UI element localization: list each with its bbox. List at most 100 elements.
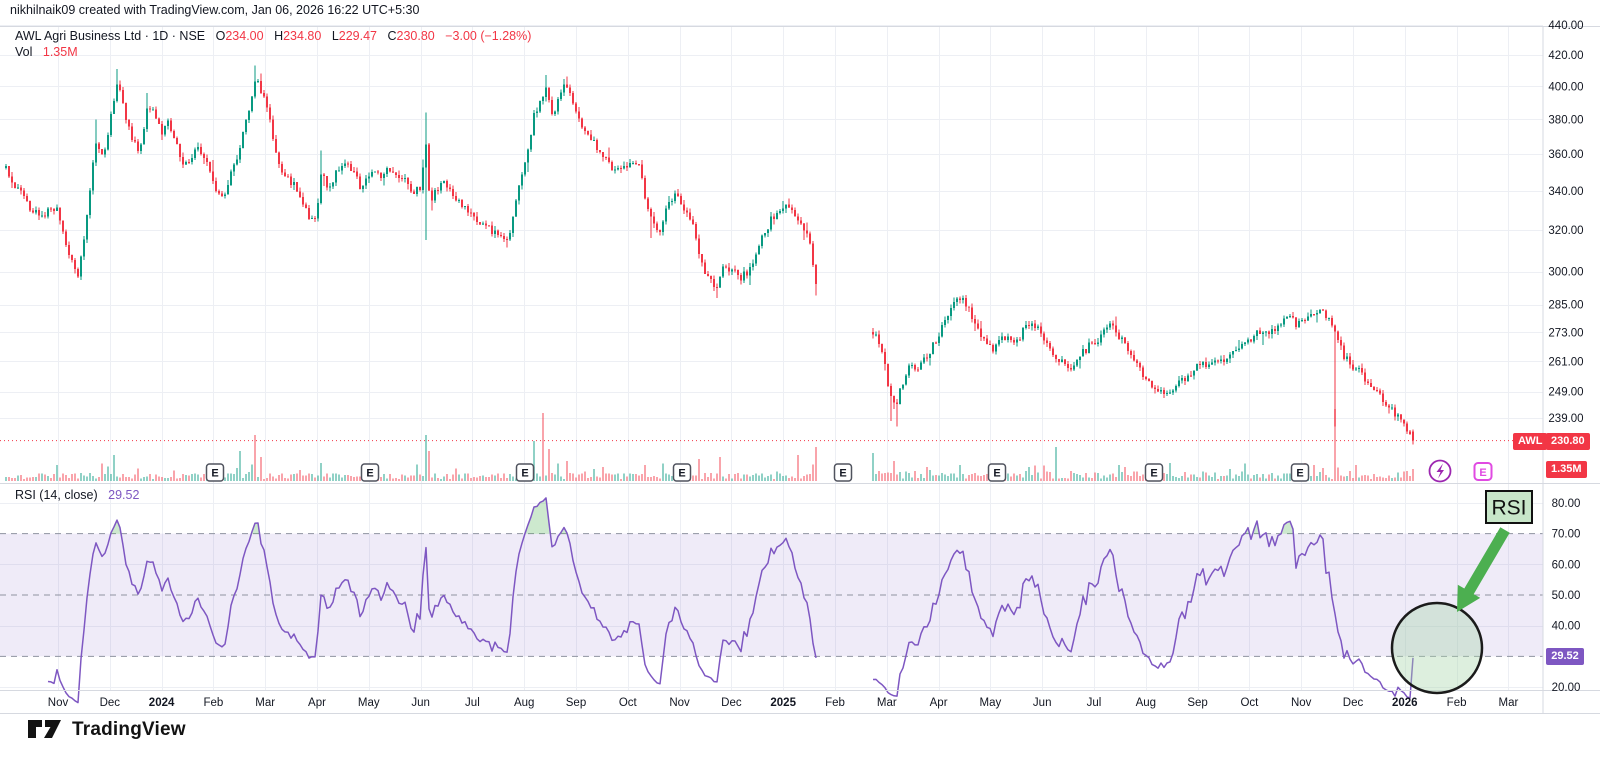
time-tick-label: Dec <box>721 697 742 709</box>
ohlc-close-value: 230.80 <box>396 29 435 43</box>
time-tick-label: Jun <box>1033 697 1052 709</box>
earnings-marker[interactable]: E <box>1290 463 1310 482</box>
last-price-badge: 230.80 <box>1546 433 1590 450</box>
rsi-legend-value: 29.52 <box>108 488 140 502</box>
time-tick-label: Sep <box>566 697 586 709</box>
rsi-tick-label: 20.00 <box>1552 682 1581 694</box>
price-tick-label: 400.00 <box>1548 81 1583 93</box>
svg-text:E: E <box>211 468 218 480</box>
svg-text:E: E <box>839 468 846 480</box>
ohlc-close-label: C <box>387 29 397 43</box>
ohlc-high-value: 234.80 <box>283 29 322 43</box>
rsi-annotation-arrow[interactable] <box>1457 527 1510 612</box>
price-tick-label: 340.00 <box>1548 186 1583 198</box>
time-tick-label: Oct <box>619 697 638 709</box>
price-tick-label: 273.00 <box>1548 327 1583 339</box>
earnings-marker[interactable]: E <box>205 463 225 482</box>
symbol-title[interactable]: AWL Agri Business Ltd · 1D · NSE <box>15 29 206 43</box>
time-tick-label: Apr <box>930 697 948 709</box>
rsi-tick-label: 70.00 <box>1552 529 1581 541</box>
earnings-marker[interactable]: E <box>987 463 1007 482</box>
rsi-levels <box>0 533 1543 657</box>
rsi-annotation-circle[interactable] <box>1390 601 1484 695</box>
alert-lightning-icon[interactable] <box>1428 459 1452 483</box>
rsi-annotation-label[interactable]: RSI <box>1485 490 1533 524</box>
footer: TradingView <box>28 718 186 742</box>
volume-badge: 1.35M <box>1546 461 1587 478</box>
earnings-marker[interactable]: E <box>515 463 535 482</box>
time-tick-label: Dec <box>100 697 121 709</box>
time-tick-label: Oct <box>1240 697 1259 709</box>
svg-text:E: E <box>1296 468 1303 480</box>
svg-text:E: E <box>366 468 373 480</box>
ohlc-open-label: O <box>215 29 226 43</box>
gridlines <box>0 25 1543 690</box>
rsi-tick-label: 60.00 <box>1552 559 1581 571</box>
time-tick-label: Nov <box>48 697 69 709</box>
svg-text:RSI: RSI <box>1491 497 1526 520</box>
time-tick-label: Mar <box>1498 697 1518 709</box>
earnings-marker[interactable]: E <box>672 463 692 482</box>
volume-label[interactable]: Vol <box>15 45 33 59</box>
price-axis[interactable]: 440.00 420.00 400.00 380.00 360.00 340.00 320.… <box>1548 20 1583 425</box>
time-tick-label: Aug <box>1136 697 1156 709</box>
time-tick-label: Mar <box>877 697 897 709</box>
price-tick-label: 440.00 <box>1548 20 1583 32</box>
time-tick-label: Feb <box>203 697 223 709</box>
symbol-legend: AWL Agri Business Ltd · 1D · NSE O234.00… <box>15 29 531 43</box>
svg-text:E: E <box>678 468 685 480</box>
earnings-marker[interactable]: E <box>360 463 380 482</box>
future-earnings-marker[interactable]: E <box>1473 462 1493 481</box>
tradingview-logo-icon[interactable] <box>28 718 64 742</box>
svg-text:E: E <box>1479 467 1486 479</box>
price-tick-label: 300.00 <box>1548 267 1583 279</box>
svg-text:E: E <box>521 468 528 480</box>
pane-separators[interactable] <box>0 26 1600 714</box>
rsi-legend: RSI (14, close) 29.52 <box>15 488 139 502</box>
price-tick-label: 261.00 <box>1548 356 1583 368</box>
rsi-legend-label[interactable]: RSI (14, close) <box>15 488 98 502</box>
price-tick-label: 249.00 <box>1548 387 1583 399</box>
time-tick-label: Feb <box>825 697 845 709</box>
rsi-axis[interactable]: 80.00 70.00 60.00 50.00 40.00 20.00 <box>1552 498 1581 694</box>
price-tick-label: 360.00 <box>1548 149 1583 161</box>
time-tick-label: Jul <box>1087 697 1102 709</box>
rsi-overbought-fill <box>251 523 260 534</box>
time-tick-label: 2025 <box>770 697 796 709</box>
rsi-tick-label: 50.00 <box>1552 590 1581 602</box>
price-tick-label: 420.00 <box>1548 50 1583 62</box>
rsi-overbought-fill <box>524 497 551 534</box>
price-tick-label: 239.00 <box>1548 413 1583 425</box>
volume-value: 1.35M <box>42 45 78 59</box>
time-tick-label: May <box>980 697 1002 709</box>
time-tick-label: Jun <box>411 697 430 709</box>
attribution-text: nikhilnaik09 created with TradingView.co… <box>10 3 420 17</box>
candlesticks <box>5 65 1414 445</box>
time-tick-label: Sep <box>1187 697 1207 709</box>
svg-text:E: E <box>993 468 1000 480</box>
time-tick-label: Nov <box>1291 697 1312 709</box>
ohlc-low-value: 229.47 <box>338 29 377 43</box>
time-tick-label: Dec <box>1343 697 1364 709</box>
rsi-line <box>47 497 1414 704</box>
rsi-overbought-fill <box>110 520 121 534</box>
time-tick-label: Feb <box>1447 697 1467 709</box>
time-tick-label: 2024 <box>149 697 175 709</box>
price-tick-label: 380.00 <box>1548 114 1583 126</box>
price-tick-label: 320.00 <box>1548 225 1583 237</box>
svg-text:E: E <box>1150 468 1157 480</box>
ohlc-high-label: H <box>274 29 284 43</box>
brand-name[interactable]: TradingView <box>72 719 186 740</box>
rsi-value-badge: 29.52 <box>1546 648 1584 665</box>
earnings-marker[interactable]: E <box>833 463 853 482</box>
time-axis[interactable]: Nov Dec 2024 Feb Mar Apr May Jun Jul Aug Sep Oct Nov… <box>48 697 1519 709</box>
ohlc-low-label: L <box>331 29 339 43</box>
price-tick-label: 285.00 <box>1548 300 1583 312</box>
time-tick-label: Aug <box>514 697 534 709</box>
earnings-marker[interactable]: E <box>1144 463 1164 482</box>
time-tick-label: May <box>358 697 380 709</box>
volume-legend: Vol 1.35M <box>15 45 78 59</box>
